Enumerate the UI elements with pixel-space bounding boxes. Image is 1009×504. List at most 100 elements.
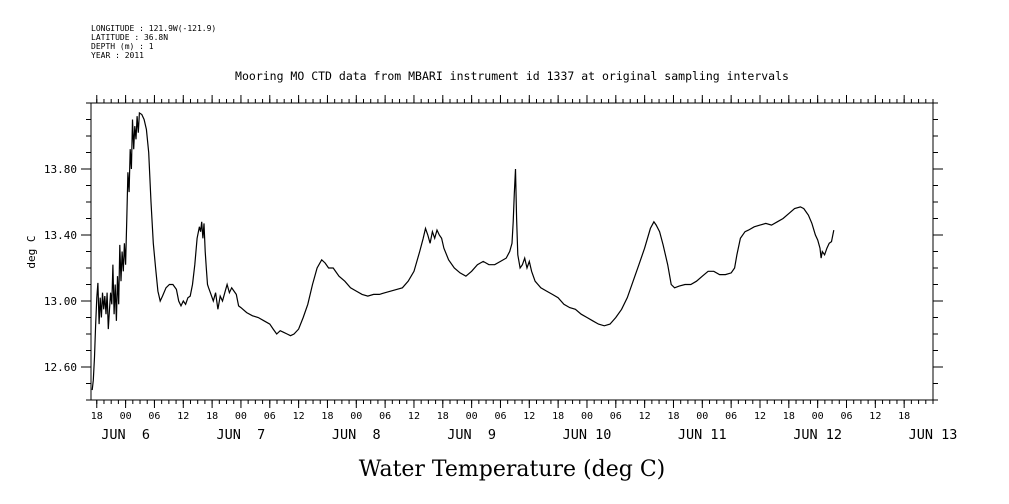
x-hour-label: 18 bbox=[783, 411, 795, 422]
data-point bbox=[134, 126, 135, 127]
data-point bbox=[263, 320, 264, 321]
x-axis-title: Water Temperature (deg C) bbox=[359, 457, 666, 482]
data-point bbox=[679, 286, 680, 287]
data-point bbox=[719, 274, 720, 275]
data-point bbox=[123, 271, 124, 272]
x-hour-label: 18 bbox=[206, 411, 218, 422]
data-point bbox=[627, 297, 628, 298]
data-point bbox=[432, 231, 433, 232]
data-point bbox=[356, 291, 357, 292]
data-point bbox=[788, 213, 789, 214]
data-point bbox=[157, 291, 158, 292]
data-point bbox=[650, 228, 651, 229]
data-point bbox=[246, 312, 247, 313]
data-point bbox=[430, 243, 431, 244]
data-point bbox=[231, 287, 232, 288]
data-point bbox=[133, 149, 134, 150]
data-point bbox=[252, 315, 253, 316]
x-hour-label: 00 bbox=[350, 411, 362, 422]
data-point bbox=[94, 357, 95, 358]
data-point bbox=[811, 223, 812, 224]
data-point bbox=[233, 291, 234, 292]
data-point bbox=[172, 284, 173, 285]
data-point bbox=[105, 314, 106, 315]
data-point bbox=[160, 300, 161, 301]
data-point bbox=[586, 317, 587, 318]
data-point bbox=[280, 330, 281, 331]
x-hour-label: 00 bbox=[120, 411, 132, 422]
data-point bbox=[817, 239, 818, 240]
x-hour-label: 18 bbox=[91, 411, 103, 422]
data-point bbox=[771, 225, 772, 226]
data-point bbox=[794, 208, 795, 209]
longitude-label: LONGITUDE : 121.9W(-121.9) bbox=[91, 24, 216, 33]
data-point bbox=[514, 193, 515, 194]
chart-title: Mooring MO CTD data from MBARI instrumen… bbox=[235, 69, 789, 83]
data-point bbox=[633, 281, 634, 282]
y-axis-label: deg C bbox=[25, 235, 38, 268]
data-point bbox=[328, 267, 329, 268]
data-point bbox=[653, 221, 654, 222]
data-point bbox=[569, 307, 570, 308]
data-point bbox=[702, 276, 703, 277]
data-point bbox=[754, 226, 755, 227]
data-point bbox=[494, 264, 495, 265]
data-point bbox=[696, 281, 697, 282]
data-point bbox=[125, 264, 126, 265]
x-hour-label: 00 bbox=[466, 411, 478, 422]
x-day-label: JUN 7 bbox=[217, 427, 266, 443]
data-point bbox=[362, 294, 363, 295]
data-point bbox=[120, 281, 121, 282]
data-point bbox=[325, 262, 326, 263]
data-point bbox=[199, 226, 200, 227]
y-axis: 12.60 13.00 13.40 13.80 bbox=[44, 102, 943, 401]
plot-frame bbox=[90, 102, 934, 401]
depth-label: DEPTH (m) : 1 bbox=[91, 42, 154, 51]
data-point bbox=[93, 380, 94, 381]
data-point bbox=[408, 281, 409, 282]
data-point bbox=[402, 287, 403, 288]
x-hour-label: 00 bbox=[581, 411, 593, 422]
data-point bbox=[734, 267, 735, 268]
x-hour-label: 06 bbox=[264, 411, 276, 422]
data-point bbox=[740, 238, 741, 239]
data-point bbox=[379, 294, 380, 295]
y-tick-label: 13.00 bbox=[44, 295, 77, 308]
x-hour-label: 18 bbox=[552, 411, 564, 422]
year-label: YEAR : 2011 bbox=[91, 51, 144, 60]
x-hour-label: 06 bbox=[379, 411, 391, 422]
data-point bbox=[118, 304, 119, 305]
y-tick-label: 13.80 bbox=[44, 163, 77, 176]
data-point bbox=[684, 284, 685, 285]
data-point bbox=[829, 243, 830, 244]
data-point bbox=[713, 271, 714, 272]
data-point bbox=[258, 317, 259, 318]
data-point bbox=[187, 297, 188, 298]
data-point bbox=[515, 168, 516, 169]
data-point bbox=[425, 228, 426, 229]
data-point bbox=[176, 289, 177, 290]
x-hour-label: 12 bbox=[869, 411, 881, 422]
data-point bbox=[500, 261, 501, 262]
data-point bbox=[96, 297, 97, 298]
data-point bbox=[667, 264, 668, 265]
data-point bbox=[122, 251, 123, 252]
data-point bbox=[604, 325, 605, 326]
x-hour-label: 00 bbox=[235, 411, 247, 422]
data-point bbox=[129, 192, 130, 193]
data-point bbox=[808, 215, 809, 216]
data-point bbox=[423, 238, 424, 239]
data-point bbox=[390, 291, 391, 292]
x-day-label: JUN 13 bbox=[909, 427, 958, 443]
data-point bbox=[783, 218, 784, 219]
data-point bbox=[338, 276, 339, 277]
data-point bbox=[558, 297, 559, 298]
data-point bbox=[524, 258, 525, 259]
data-point bbox=[290, 335, 291, 336]
data-point bbox=[350, 287, 351, 288]
data-point bbox=[240, 307, 241, 308]
x-hour-label: 12 bbox=[523, 411, 535, 422]
data-point bbox=[609, 324, 610, 325]
x-hour-label: 06 bbox=[840, 411, 852, 422]
data-point bbox=[283, 332, 284, 333]
